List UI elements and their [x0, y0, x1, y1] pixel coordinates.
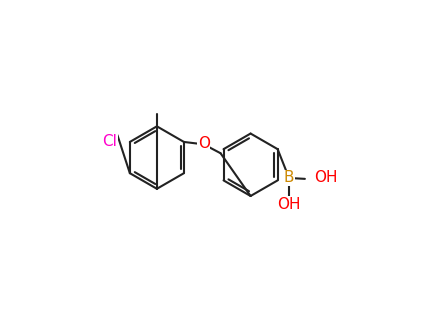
Text: O: O	[198, 136, 210, 151]
Text: Cl: Cl	[102, 134, 117, 149]
Text: OH: OH	[314, 170, 338, 185]
Text: B: B	[284, 170, 294, 185]
Text: OH: OH	[277, 197, 301, 212]
